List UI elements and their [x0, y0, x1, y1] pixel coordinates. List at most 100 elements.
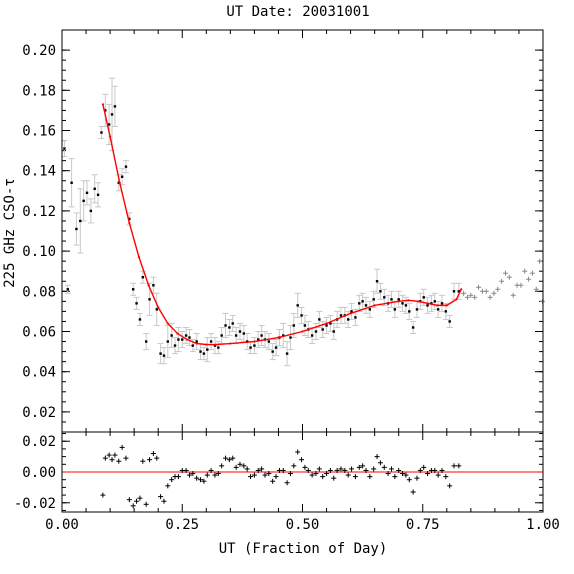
data-point	[267, 340, 271, 343]
y-tick-label: 0.08	[22, 284, 56, 300]
data-point	[282, 334, 285, 337]
x-tick-label: 1.00	[526, 517, 560, 533]
data-point	[159, 352, 162, 355]
fit-marker	[185, 338, 189, 341]
tau-panel-frame	[61, 29, 544, 433]
tau-panel: 0.02 0.04 0.06 0.08 0.10 0.12 0.14 0.16 0.18 0.20	[22, 29, 546, 433]
data-point	[131, 288, 135, 291]
fit-marker	[128, 221, 131, 225]
fit-marker	[325, 322, 328, 325]
data-point	[89, 209, 93, 213]
residual-panel-frame	[61, 431, 544, 513]
data-point	[325, 324, 328, 327]
data-point	[260, 334, 263, 337]
data-point	[436, 308, 440, 311]
data-point	[271, 350, 274, 353]
data-point	[350, 310, 353, 313]
data-point	[110, 113, 114, 116]
fit-marker	[445, 304, 448, 307]
data-point	[314, 330, 318, 333]
fit-marker	[176, 332, 179, 335]
data-point	[104, 109, 107, 112]
data-point	[422, 296, 425, 299]
data-point	[372, 298, 375, 301]
fit-marker	[229, 342, 232, 345]
data-point	[321, 328, 324, 331]
data-point	[228, 326, 231, 329]
data-point	[332, 330, 335, 333]
data-point	[318, 318, 321, 321]
data-point	[444, 310, 448, 313]
data-point	[144, 340, 148, 343]
data-point	[138, 318, 142, 321]
chart-title: UT Date: 20031001	[226, 4, 369, 20]
data-point	[107, 123, 111, 126]
data-point	[152, 284, 155, 287]
y-tick-label: 0.20	[22, 43, 56, 59]
data-point	[448, 320, 451, 323]
data-point	[300, 314, 303, 317]
data-point	[184, 334, 188, 337]
fit-marker	[253, 340, 256, 343]
data-point	[75, 227, 78, 231]
res-y-tick-label: 0.00	[22, 465, 56, 481]
fit-marker	[407, 299, 410, 302]
data-point	[242, 332, 246, 335]
fit-marker	[157, 306, 160, 309]
data-point	[452, 290, 456, 293]
fit-curve	[102, 104, 462, 346]
fit-marker	[349, 312, 352, 315]
fit-marker	[426, 302, 429, 305]
data-point	[408, 310, 411, 313]
y-axis-label: 225 GHz CSO-τ	[2, 178, 18, 288]
fit-marker	[166, 322, 169, 325]
fit-marker	[277, 336, 280, 339]
data-point	[329, 322, 332, 325]
data-point	[457, 290, 461, 293]
data-point	[199, 350, 202, 353]
data-point	[100, 131, 103, 134]
data-point	[379, 290, 382, 293]
data-point	[257, 338, 260, 341]
y-tick-label: 0.10	[22, 244, 56, 260]
fit-marker	[301, 330, 304, 333]
data-point	[63, 147, 66, 150]
data-point	[274, 346, 278, 349]
fit-marker	[436, 304, 439, 307]
x-axis-label: UT (Fraction of Day)	[219, 541, 388, 557]
data-point	[253, 344, 256, 347]
data-point	[361, 300, 364, 303]
fit-marker	[455, 298, 458, 301]
y-tick-label: 0.06	[22, 325, 56, 341]
fit-marker	[109, 135, 112, 138]
data-point	[135, 302, 138, 305]
fit-marker	[373, 304, 376, 307]
fit-marker	[397, 300, 400, 303]
data-point	[188, 336, 191, 339]
y-tick-label: 0.04	[22, 365, 56, 381]
x-tick-label: 0.00	[45, 517, 79, 533]
data-point	[433, 300, 436, 303]
fit-marker	[101, 103, 104, 106]
data-point	[181, 338, 184, 341]
data-point	[354, 316, 357, 319]
data-point	[191, 344, 195, 347]
data-point	[426, 304, 429, 307]
x-tick-label: 0.75	[406, 517, 440, 533]
data-point	[303, 324, 307, 327]
y-tick-label: 0.14	[22, 164, 56, 180]
data-point	[339, 314, 343, 317]
data-point	[128, 217, 131, 221]
fit-marker	[460, 288, 463, 291]
data-point	[124, 165, 128, 168]
fit-marker	[137, 256, 141, 259]
data-point	[173, 344, 177, 347]
residual-panel: -0.02 0.00 0.02 0.00 0.25 0.50 0.75 1.00	[14, 431, 560, 533]
data-point	[234, 334, 238, 337]
data-point	[310, 334, 314, 337]
data-point	[364, 304, 368, 307]
data-point	[170, 334, 173, 337]
data-point	[375, 280, 379, 283]
res-y-tick-label: 0.02	[22, 434, 56, 450]
data-point	[390, 298, 393, 301]
